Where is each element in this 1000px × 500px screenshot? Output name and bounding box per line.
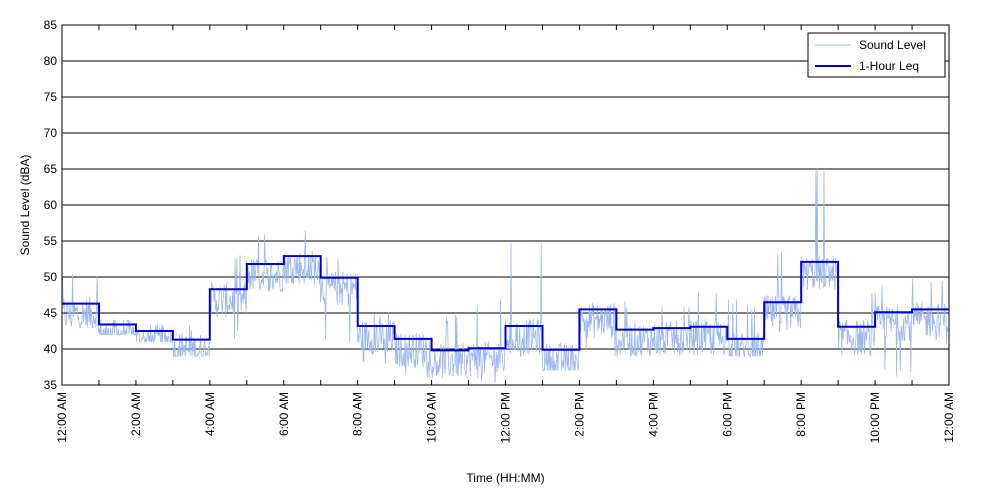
x-tick-label: 10:00 AM (425, 392, 439, 443)
y-tick-label: 50 (44, 270, 58, 284)
x-tick-label: 4:00 PM (646, 392, 660, 437)
y-tick-label: 70 (44, 126, 58, 140)
legend-box (807, 32, 946, 78)
x-tick-label: 12:00 AM (942, 392, 956, 443)
x-tick-label: 2:00 AM (129, 392, 143, 436)
x-tick-label: 12:00 PM (499, 392, 513, 443)
leq-step-line (62, 255, 949, 352)
x-tick-label: 8:00 AM (351, 392, 365, 436)
y-axis-ticks: 35 40 45 50 55 60 65 70 75 80 85 (44, 18, 67, 392)
y-tick-label: 45 (44, 306, 58, 320)
y-tick-label: 75 (44, 90, 58, 104)
x-axis-ticks: 12:00 AM 2:00 AM 4:00 AM 6:00 AM 8:00 AM 10:0… (55, 25, 956, 443)
legend-label-1-hour-leq: 1-Hour Leq (859, 59, 919, 73)
one-hour-leq-series (62, 255, 949, 352)
y-tick-label: 85 (44, 18, 58, 32)
y-tick-label: 80 (44, 54, 58, 68)
x-axis-label: Time (HH:MM) (466, 471, 544, 485)
legend: Sound Level 1-Hour Leq (807, 32, 946, 78)
y-tick-label: 65 (44, 162, 58, 176)
y-tick-label: 35 (44, 378, 58, 392)
legend-label-sound-level: Sound Level (859, 38, 926, 52)
y-axis-label: Sound Level (dBA) (18, 155, 32, 256)
x-tick-label: 6:00 PM (720, 392, 734, 437)
y-tick-label: 55 (44, 234, 58, 248)
x-tick-label: 12:00 AM (55, 392, 69, 443)
x-tick-label: 10:00 PM (868, 392, 882, 443)
y-tick-label: 40 (44, 342, 58, 356)
x-tick-label: 8:00 PM (794, 392, 808, 437)
x-tick-label: 4:00 AM (203, 392, 217, 436)
y-tick-label: 60 (44, 198, 58, 212)
x-tick-label: 6:00 AM (277, 392, 291, 436)
x-tick-label: 2:00 PM (572, 392, 586, 437)
